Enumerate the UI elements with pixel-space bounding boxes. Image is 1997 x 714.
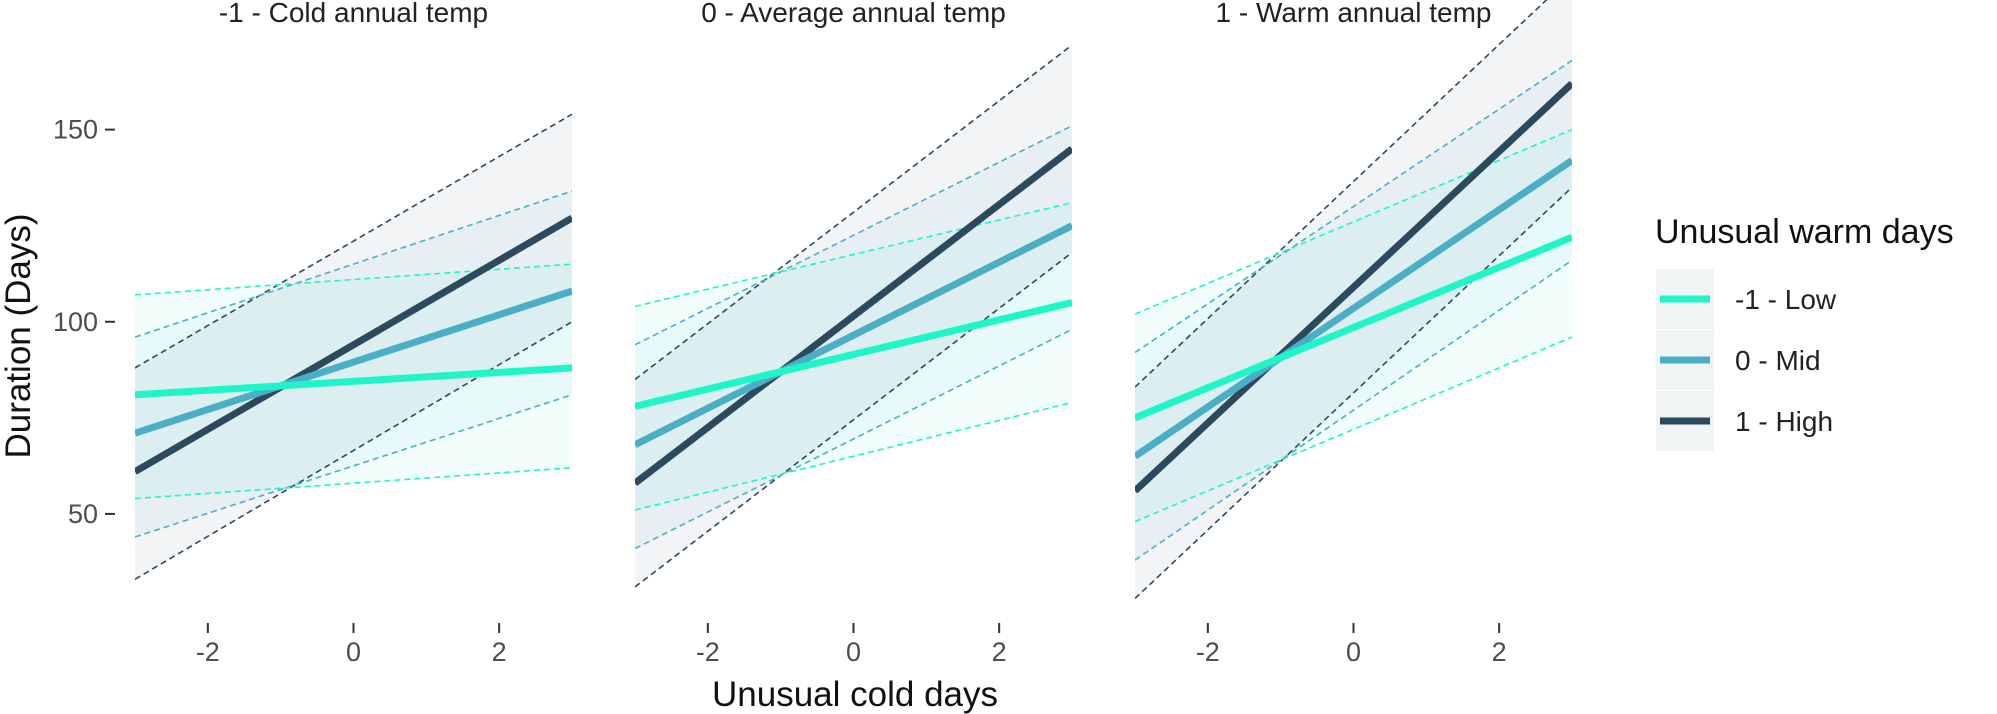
x-axis-title: Unusual cold days [712,675,998,714]
ci-bound-lower [135,394,572,538]
legend: Unusual warm days -1 - Low 0 - Mid 1 - High [1655,213,1954,451]
x-tick-label: 2 [1492,637,1507,667]
series-line [1135,233,1572,422]
ci-bound-lower [635,401,1072,511]
series-line [1135,80,1572,494]
panel-2 [635,44,1072,588]
series-line [135,287,572,437]
ci-bound-lower [1135,186,1572,600]
ci-bound-lower [135,321,572,580]
ci-bound-upper [635,201,1072,308]
ci-bound-upper [1135,59,1572,354]
panel-title: 1 - Warm annual temp [1216,0,1492,28]
ci-bound-lower [135,467,572,500]
ci-bound-lower [1135,259,1572,561]
panel-3 [1135,0,1572,600]
ci-bound-upper [1135,128,1572,315]
x-tick-label: 2 [492,637,507,667]
x-tick-label: 0 [346,637,361,667]
legend-label: 1 - High [1735,406,1833,437]
y-tick-label: 150 [53,115,98,145]
ci-bound-upper [1135,0,1548,388]
ci-bound-lower [1135,336,1572,523]
panel-title: -1 - Cold annual temp [219,0,488,28]
x-tick-label: 0 [1346,637,1361,667]
series-line [635,299,1072,410]
legend-label: 0 - Mid [1735,345,1821,376]
x-tick-label: 2 [992,637,1007,667]
x-tick-label: -2 [696,637,720,667]
y-tick-label: 100 [53,307,98,337]
x-tick-label: -2 [1196,637,1220,667]
x-tick-label: 0 [846,637,861,667]
legend-title: Unusual warm days [1655,213,1954,251]
x-tick-label: -2 [196,637,220,667]
ci-bound-upper [635,44,1072,381]
series-line [135,364,572,399]
legend-label: -1 - Low [1735,284,1837,315]
series-line [135,214,572,475]
ci-bound-lower [635,328,1072,550]
ci-bound-upper [135,190,572,338]
series-line [1135,157,1572,460]
panel-1 [135,113,572,580]
y-tick-label: 50 [68,499,98,529]
ci-ribbon [1135,0,1572,599]
ci-bound-lower [635,251,1072,588]
y-axis-title: Duration (Days) [0,213,38,458]
panel-title: 0 - Average annual temp [701,0,1006,28]
series-line [635,146,1072,486]
ci-bound-upper [635,125,1072,346]
ci-bound-upper [135,263,572,296]
series-line [635,222,1072,448]
ci-bound-upper [135,113,572,369]
